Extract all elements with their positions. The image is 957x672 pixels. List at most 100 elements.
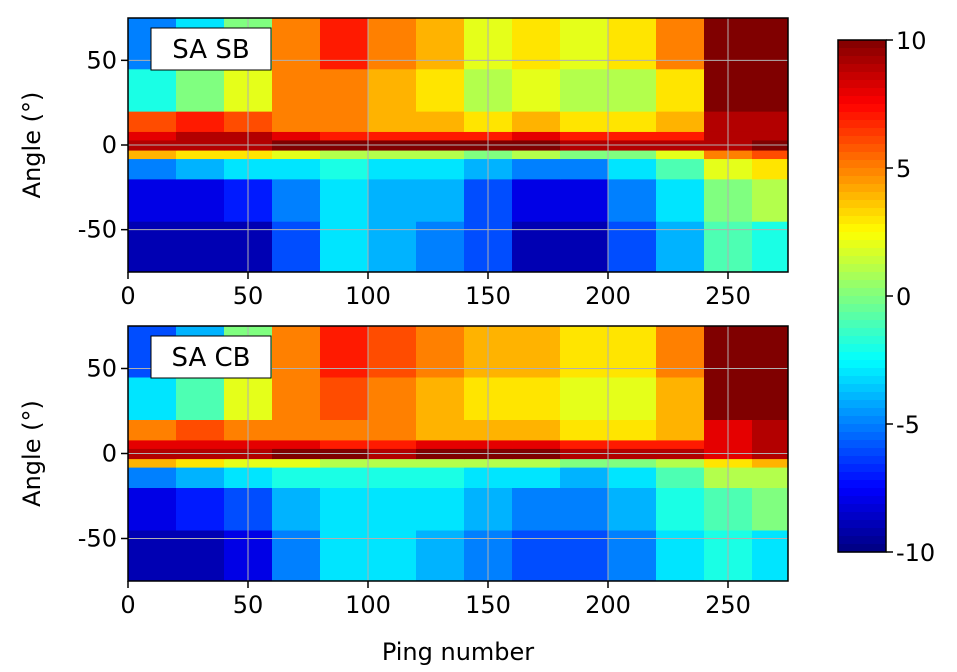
heatmap-cell xyxy=(272,458,321,468)
colorbar-swatch xyxy=(838,448,886,457)
heatmap-cell xyxy=(368,326,417,378)
heatmap-cell xyxy=(512,150,561,160)
heatmap-cell xyxy=(608,530,657,582)
x-tick-label: 200 xyxy=(585,591,631,619)
heatmap-cell xyxy=(272,158,321,180)
heatmap-cell xyxy=(608,458,657,468)
heatmap-cell xyxy=(752,487,789,531)
heatmap-cell xyxy=(656,530,705,582)
heatmap-cell xyxy=(368,111,417,132)
heatmap-cell xyxy=(608,158,657,180)
colorbar-swatch xyxy=(838,96,886,105)
colorbar-swatch xyxy=(838,48,886,57)
heatmap-cell xyxy=(752,158,789,180)
heatmap-cell xyxy=(176,221,225,273)
colorbar-swatch xyxy=(838,248,886,257)
heatmap-cell xyxy=(560,377,609,420)
heatmap-cell xyxy=(512,419,561,441)
colorbar-swatch xyxy=(838,352,886,361)
colorbar-swatch xyxy=(838,456,886,465)
x-tick-label: 150 xyxy=(465,282,511,310)
colorbar-swatch xyxy=(838,304,886,313)
colorbar-swatch xyxy=(838,384,886,393)
heatmap-cell xyxy=(608,439,657,449)
annotation-box xyxy=(150,335,272,379)
heatmap-cell xyxy=(752,439,789,449)
colorbar-swatch xyxy=(838,496,886,505)
colorbar-swatch xyxy=(838,128,886,137)
heatmap-cell xyxy=(752,377,789,420)
heatmap-cell xyxy=(512,439,561,449)
colorbar-tick-label: 10 xyxy=(896,27,927,55)
x-tick-label: 100 xyxy=(345,591,391,619)
x-tick-label: 50 xyxy=(233,282,264,310)
heatmap-cell xyxy=(752,419,789,441)
colorbar-swatch xyxy=(838,240,886,249)
colorbar-swatch xyxy=(838,176,886,185)
heatmap-cell xyxy=(320,326,369,378)
heatmap-cell xyxy=(320,439,369,449)
heatmap-cell xyxy=(368,221,417,273)
heatmap-cell xyxy=(512,458,561,468)
y-tick-label: 0 xyxy=(102,131,117,159)
heatmap-cell xyxy=(608,131,657,141)
x-tick-label: 0 xyxy=(120,282,135,310)
heatmap-cell xyxy=(368,18,417,70)
colorbar-tick-label: 5 xyxy=(896,155,911,183)
heatmap-cell xyxy=(752,111,789,132)
heatmap-cell xyxy=(608,221,657,273)
heatmap-cell xyxy=(320,150,369,160)
heatmap-cell xyxy=(560,131,609,141)
heatmap-cell xyxy=(656,377,705,420)
colorbar-swatch xyxy=(838,56,886,65)
heatmap-cell xyxy=(512,326,561,378)
heatmap-cell xyxy=(512,18,561,70)
heatmap-cell xyxy=(656,439,705,449)
colorbar-swatch xyxy=(838,424,886,433)
heatmap-cell xyxy=(656,150,705,160)
heatmap-cell xyxy=(560,221,609,273)
heatmap-cell xyxy=(176,150,225,160)
x-tick-label: 0 xyxy=(120,591,135,619)
heatmap-cell xyxy=(272,221,321,273)
x-tick-label: 250 xyxy=(705,591,751,619)
colorbar-swatch xyxy=(838,144,886,153)
x-tick-label: 200 xyxy=(585,282,631,310)
heatmap-cell xyxy=(128,178,177,222)
heatmap-cell xyxy=(752,18,789,70)
plot-frame xyxy=(127,325,789,582)
colorbar-swatch xyxy=(838,112,886,121)
heatmap-cell xyxy=(272,111,321,132)
heatmap-cell xyxy=(128,458,177,468)
heatmap-cell xyxy=(128,467,177,488)
heatmap-cell xyxy=(416,487,465,531)
heatmap-cell xyxy=(320,178,369,222)
colorbar-swatch xyxy=(838,224,886,233)
heatmap-cell xyxy=(320,131,369,141)
heatmap-cell xyxy=(560,68,609,112)
colorbar-swatch xyxy=(838,88,886,97)
colorbar-swatch xyxy=(838,464,886,473)
heatmap-cell xyxy=(560,150,609,160)
heatmap-cell xyxy=(512,178,561,222)
colorbar-swatch xyxy=(838,392,886,401)
panel-title: SA CB xyxy=(171,343,250,373)
colorbar-swatch xyxy=(838,544,886,553)
colorbar-swatch xyxy=(838,320,886,329)
heatmap-cell xyxy=(128,111,177,132)
heatmap-cell xyxy=(272,377,321,420)
heatmap-cell xyxy=(512,131,561,141)
y-tick-label: 50 xyxy=(86,355,117,383)
heatmap-cell xyxy=(512,530,561,582)
colorbar-swatch xyxy=(838,440,886,449)
heatmap-cell xyxy=(128,419,177,441)
heatmap-cell xyxy=(176,458,225,468)
heatmap-cell xyxy=(176,131,225,141)
colorbar-swatch xyxy=(838,256,886,265)
heatmap-cell xyxy=(176,178,225,222)
heatmap-cell xyxy=(368,439,417,449)
colorbar-swatch xyxy=(838,480,886,489)
heatmap-cell xyxy=(272,178,321,222)
heatmap-cell xyxy=(176,68,225,112)
